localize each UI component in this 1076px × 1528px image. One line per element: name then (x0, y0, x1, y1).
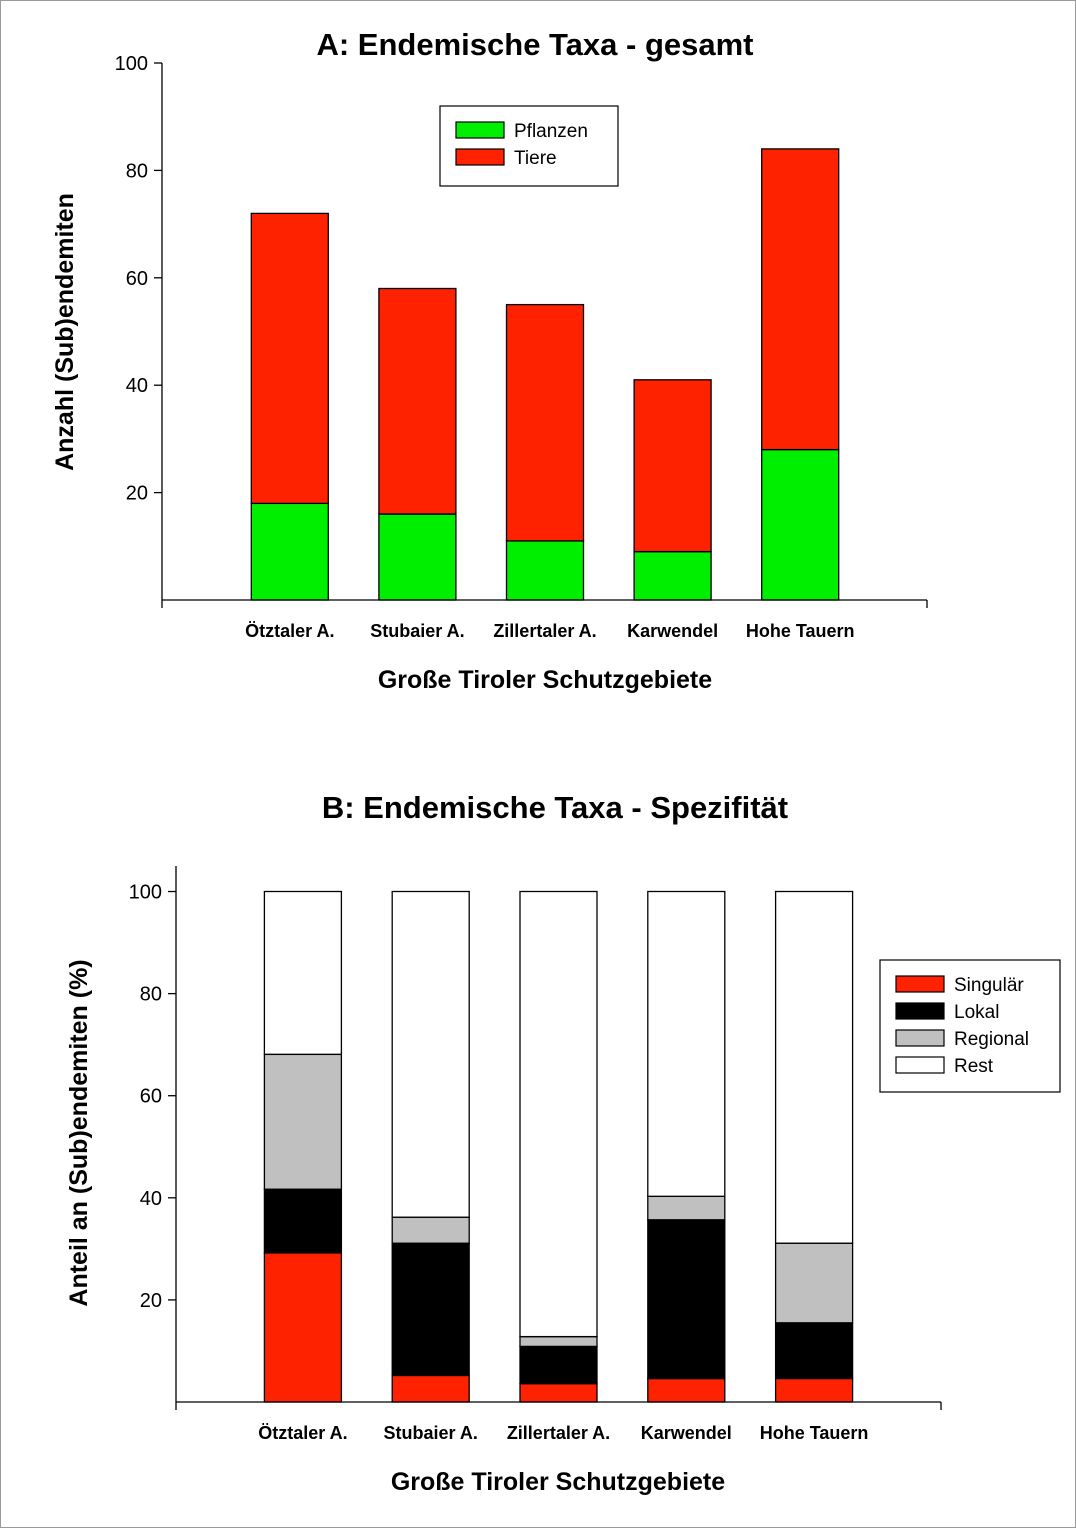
chart-b-x-tick-label: Karwendel (641, 1423, 732, 1443)
chart-a-bar-otztaler-a-tiere (250, 212, 329, 505)
chart-a-legend-swatch-pflanzen (455, 121, 505, 139)
chart-b-bar-karwendel-regional (647, 1195, 726, 1221)
chart-a-legend-swatch-tiere (455, 148, 505, 166)
chart-a-axes: Ötztaler A. Stubaier A. Zillertaler A. Karw… (115, 53, 928, 641)
chart-b-legend-label-lokal: Lokal (954, 1002, 999, 1023)
chart-b-x-tick-label: Stubaier A. (384, 1423, 478, 1443)
chart-b-bar-zillertaler-a-lokal (519, 1345, 598, 1385)
chart-a-bar-hohe-tauern-pflanzen (761, 448, 840, 601)
chart-b-legend-swatch-regional (895, 1029, 945, 1047)
chart-b-bar-hohe-tauern-regional (774, 1242, 854, 1324)
chart-b-ylabel: Anteil an (Sub)endemiten (%) (65, 959, 93, 1306)
chart-b-bar-hohe-tauern-lokal (774, 1322, 854, 1380)
chart-a-bar-karwendel-pflanzen (633, 551, 712, 601)
chart-a-y-tick-label: 80 (126, 160, 148, 182)
chart-b-bar-hohe-tauern-rest (774, 890, 854, 1244)
chart-a-bar-zillertaler-a-pflanzen (505, 540, 585, 601)
chart-a-bar-stubaier-a-tiere (378, 287, 457, 515)
chart-b-axes: Ötztaler A. Stubaier A. Zillertaler A. Karw… (129, 866, 942, 1443)
chart-b-legend-label-rest: Rest (954, 1056, 994, 1077)
chart-a-bar-zillertaler-a-tiere (505, 303, 585, 542)
chart-b-bar-zillertaler-a-regional (519, 1336, 598, 1348)
chart-b-bar-hohe-tauern-singular (774, 1377, 854, 1403)
chart-b-legend-swatch-singular (895, 975, 945, 993)
chart-b-bar-stubaier-a-rest (391, 890, 470, 1218)
chart-b-bar-karwendel-lokal (647, 1219, 726, 1380)
chart-b-x-tick-label: Hohe Tauern (760, 1423, 869, 1443)
chart-b-title: B: Endemische Taxa - Spezifität (322, 790, 788, 825)
chart-a-y-tick-label: 60 (126, 268, 148, 290)
chart-a-x-tick-label: Ötztaler A. (245, 621, 334, 641)
chart-b-bar-otztaler-a-lokal (263, 1188, 343, 1254)
chart-b-xlabel: Große Tiroler Schutzgebiete (391, 1468, 725, 1496)
chart-b-bar-stubaier-a-singular (391, 1374, 470, 1403)
chart-a-y-tick-label: 100 (115, 53, 148, 75)
chart-b-y-tick-label: 100 (129, 882, 162, 904)
chart-b-legend-swatch-rest (895, 1056, 945, 1074)
chart-b-legend: Singulär Lokal Regional Rest (879, 959, 1061, 1093)
chart-a-bar-karwendel-tiere (633, 379, 712, 553)
chart-b-x-tick-label: Ötztaler A. (258, 1423, 347, 1443)
chart-a-y-tick-label: 40 (126, 375, 148, 397)
chart-b-y-tick-label: 20 (140, 1290, 162, 1312)
chart-a: A: Endemische Taxa - gesamt Ötztaler A. S… (51, 27, 928, 694)
chart-b-legend-swatch-lokal (895, 1002, 945, 1020)
chart-b-bar-karwendel-rest (647, 890, 726, 1197)
chart-a-bars (250, 148, 840, 601)
chart-a-x-tick-label: Karwendel (627, 621, 718, 641)
chart-b-y-tick-label: 80 (140, 984, 162, 1006)
chart-a-x-tick-label: Zillertaler A. (493, 621, 596, 641)
chart-a-ylabel: Anzahl (Sub)endemiten (51, 193, 79, 471)
chart-a-y-tick-label: 20 (126, 483, 148, 505)
chart-a-bar-otztaler-a-pflanzen (250, 502, 329, 601)
chart-a-legend-label-pflanzen: Pflanzen (514, 121, 588, 142)
chart-b-bar-zillertaler-a-rest (519, 890, 598, 1338)
chart-b-y-tick-label: 40 (140, 1188, 162, 1210)
chart-b-bar-karwendel-singular (647, 1377, 726, 1403)
chart-b-bar-otztaler-a-regional (263, 1053, 343, 1190)
chart-b-legend-label-singular: Singulär (954, 975, 1024, 996)
chart-b-y-tick-label: 60 (140, 1086, 162, 1108)
chart-a-xlabel: Große Tiroler Schutzgebiete (378, 666, 712, 694)
chart-b-bar-zillertaler-a-singular (519, 1382, 598, 1403)
chart-b-bar-otztaler-a-rest (263, 890, 343, 1055)
chart-b-bars (263, 890, 854, 1403)
chart-a-legend-box (439, 105, 619, 187)
chart-a-bar-stubaier-a-pflanzen (378, 513, 457, 601)
chart-a-bar-hohe-tauern-tiere (761, 148, 840, 451)
chart-b-x-tick-label: Zillertaler A. (507, 1423, 610, 1443)
chart-a-legend: Pflanzen Tiere (439, 105, 619, 187)
chart-a-x-tick-label: Stubaier A. (370, 621, 464, 641)
chart-b-bar-otztaler-a-singular (263, 1252, 343, 1403)
chart-b-legend-label-regional: Regional (954, 1029, 1029, 1050)
chart-a-title: A: Endemische Taxa - gesamt (316, 27, 753, 62)
chart-b: B: Endemische Taxa - Spezifität Ötztaler… (65, 790, 1061, 1496)
chart-a-legend-label-tiere: Tiere (514, 148, 557, 169)
chart-b-bar-stubaier-a-regional (391, 1216, 470, 1244)
chart-a-x-tick-label: Hohe Tauern (746, 621, 855, 641)
chart-b-bar-stubaier-a-lokal (391, 1242, 470, 1377)
